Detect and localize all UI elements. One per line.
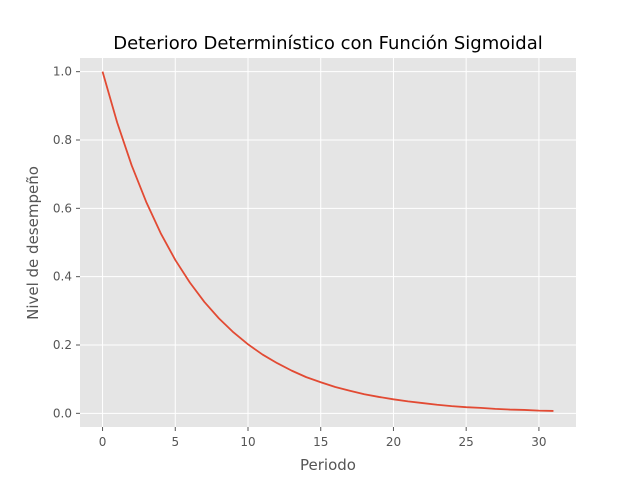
- x-tick-label: 0: [99, 435, 107, 449]
- x-axis-label: Periodo: [300, 456, 356, 474]
- y-tick-label: 0.8: [53, 133, 72, 147]
- x-tick-label: 30: [531, 435, 546, 449]
- y-tick-label: 0.0: [53, 406, 72, 420]
- x-axis: 0 5 10 15 20 25 30: [99, 427, 547, 449]
- x-tick-label: 5: [171, 435, 179, 449]
- grid: [80, 58, 576, 427]
- y-tick-label: 0.6: [53, 201, 72, 215]
- x-tick-label: 20: [386, 435, 401, 449]
- series-line: [101, 71, 554, 412]
- y-axis-label: Nivel de desempeño: [24, 166, 42, 320]
- y-axis: 0.0 0.2 0.4 0.6 0.8 1.0: [53, 65, 80, 420]
- x-tick-label: 10: [240, 435, 255, 449]
- x-tick-label: 25: [459, 435, 474, 449]
- y-tick-label: 1.0: [53, 65, 72, 79]
- x-tick-label: 15: [313, 435, 328, 449]
- plot-area: [80, 58, 576, 427]
- series-layer: [101, 71, 554, 412]
- y-tick-label: 0.2: [53, 338, 72, 352]
- y-tick-label: 0.4: [53, 270, 72, 284]
- chart-title: Deterioro Determinístico con Función Sig…: [113, 33, 543, 54]
